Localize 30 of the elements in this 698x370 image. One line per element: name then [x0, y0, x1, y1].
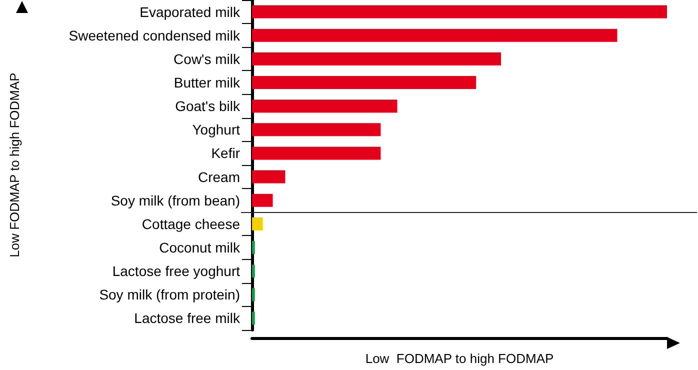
y-tick-label: Yoghurt	[192, 122, 240, 138]
bar	[252, 264, 255, 278]
bar	[252, 194, 273, 207]
bar	[252, 241, 255, 254]
y-tick-label: Soy milk (from bean)	[110, 192, 240, 208]
bar	[252, 76, 476, 89]
y-tick-label: Coconut milk	[159, 240, 241, 256]
y-tick-label: Lactose free milk	[134, 310, 241, 326]
y-tick-label: Goat's bilk	[175, 98, 241, 114]
y-axis-title: Low FODMAP to high FODMAP	[7, 72, 22, 258]
bar	[252, 170, 286, 184]
y-tick-label: Sweetened condensed milk	[68, 27, 241, 44]
bar	[252, 146, 381, 160]
bar	[252, 288, 255, 302]
bar	[252, 5, 667, 18]
bar	[252, 312, 255, 325]
y-tick-label: Soy milk (from protein)	[99, 286, 240, 303]
bar	[252, 217, 263, 230]
y-tick-label: Cow's milk	[174, 50, 241, 67]
y-tick-label: Cottage cheese	[142, 216, 240, 232]
bar	[252, 28, 618, 42]
bar	[252, 100, 398, 113]
y-tick-label: Kefir	[211, 145, 240, 162]
y-tick-label: Evaporated milk	[140, 4, 241, 20]
x-axis-title: Low FODMAP to high FODMAP	[365, 351, 554, 366]
bar	[252, 123, 381, 136]
y-tick-label: Cream	[198, 168, 240, 185]
y-tick-label: Butter milk	[174, 74, 241, 90]
y-tick-label: Lactose free yoghurt	[112, 263, 240, 280]
bar	[252, 52, 501, 66]
